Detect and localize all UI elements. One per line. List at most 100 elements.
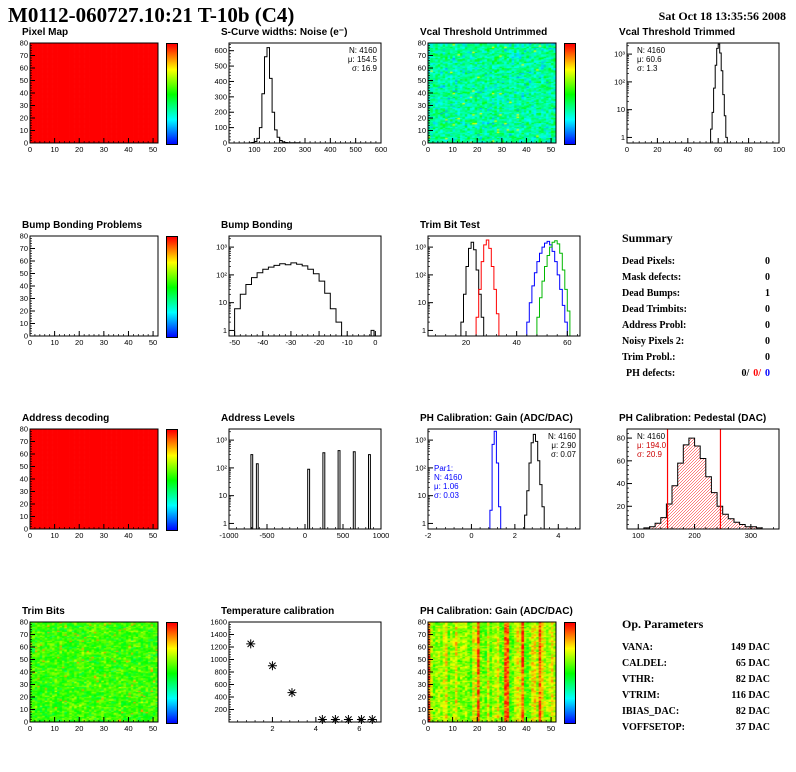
timestamp: Sat Oct 18 13:35:56 2008 bbox=[658, 9, 786, 23]
y-tick-label: 10³ bbox=[415, 243, 426, 252]
address-levels-plot: -1000 -500 0 500 1000 1 10 10² 10³ bbox=[216, 428, 389, 540]
trim-bit-test-plot: 20 40 60 1 10 10² 10³ bbox=[415, 235, 581, 347]
histogram-series bbox=[460, 241, 485, 336]
panel-title: Trim Bit Test bbox=[420, 220, 480, 231]
y-tick-label: 10³ bbox=[415, 436, 426, 445]
summary-row-label: PH defects: bbox=[626, 368, 676, 379]
ph-defect-value: 0 bbox=[765, 368, 770, 379]
summary-row-label: Address Probl: bbox=[622, 320, 687, 331]
y-tick-label: 10² bbox=[614, 77, 625, 86]
y-tick-label: 1 bbox=[422, 326, 426, 335]
x-tick-label: 0 bbox=[28, 724, 32, 733]
y-tick-label: 80 bbox=[20, 425, 28, 434]
summary-row-label: Dead Bumps: bbox=[622, 288, 681, 299]
x-tick-label: 20 bbox=[473, 724, 481, 733]
stat-line: Par1: bbox=[434, 464, 453, 473]
y-tick-label: 10 bbox=[219, 491, 227, 500]
y-tick-label: 30 bbox=[20, 294, 28, 303]
y-tick-label: 20 bbox=[20, 500, 28, 509]
y-tick-label: 70 bbox=[20, 630, 28, 639]
stat-line: N: 4160 bbox=[637, 46, 666, 55]
op-parameter-label: VTHR: bbox=[622, 674, 655, 685]
y-tick-label: 20 bbox=[617, 502, 625, 511]
y-tick-label: 20 bbox=[418, 114, 426, 123]
pixel-map-plot: 0 10 20 30 40 50 0 10 20 30 40 50 60 70 80 bbox=[20, 39, 159, 154]
x-tick-label: 80 bbox=[744, 145, 752, 154]
x-tick-label: 60 bbox=[714, 145, 722, 154]
x-tick-label: -2 bbox=[425, 531, 432, 540]
panel-title: S-Curve widths: Noise (e⁻) bbox=[221, 27, 348, 38]
panel-title: Trim Bits bbox=[22, 606, 65, 617]
y-tick-label: 1 bbox=[223, 519, 227, 528]
panel-vcal-untrimmed: Vcal Threshold Untrimmed 0 10 20 30 40 50 0 10 20… bbox=[398, 26, 595, 194]
x-tick-label: 50 bbox=[149, 145, 157, 154]
x-tick-label: 0 bbox=[227, 145, 231, 154]
y-tick-label: 0 bbox=[24, 139, 28, 148]
y-tick-label: 40 bbox=[20, 668, 28, 677]
x-tick-label: 0 bbox=[426, 145, 430, 154]
x-tick-label: 30 bbox=[498, 724, 506, 733]
x-tick-label: 2 bbox=[270, 724, 274, 733]
y-tick-label: 200 bbox=[214, 705, 227, 714]
x-tick-label: 0 bbox=[373, 338, 377, 347]
address-decoding-heatmap bbox=[30, 429, 158, 529]
pixel-map-heatmap bbox=[30, 43, 158, 143]
x-tick-label: 100 bbox=[773, 145, 786, 154]
y-tick-label: 50 bbox=[20, 76, 28, 85]
histogram-fill bbox=[643, 438, 763, 529]
y-tick-label: 0 bbox=[24, 525, 28, 534]
panel-title: Vcal Threshold Untrimmed bbox=[420, 27, 548, 38]
stat-line: N: 4160 bbox=[637, 432, 666, 441]
summary-row-label: Dead Pixels: bbox=[622, 256, 676, 267]
plot-frame bbox=[29, 235, 159, 337]
op-parameter-value: 82 DAC bbox=[735, 674, 770, 685]
y-tick-label: 30 bbox=[20, 487, 28, 496]
op-parameter-value: 149 DAC bbox=[730, 642, 770, 653]
y-tick-label: 20 bbox=[20, 693, 28, 702]
summary-title: Summary bbox=[622, 231, 673, 245]
panel-title: Vcal Threshold Trimmed bbox=[619, 27, 736, 38]
x-tick-label: 30 bbox=[100, 145, 108, 154]
y-tick-label: 10 bbox=[20, 126, 28, 135]
x-tick-label: 40 bbox=[512, 338, 520, 347]
x-tick-label: 20 bbox=[75, 531, 83, 540]
histogram-series bbox=[250, 450, 371, 530]
summary-row-label: Noisy Pixels 2: bbox=[622, 336, 685, 347]
y-tick-label: 30 bbox=[20, 680, 28, 689]
x-tick-label: 10 bbox=[50, 338, 58, 347]
op-parameter-label: VANA: bbox=[622, 642, 653, 653]
x-tick-label: 40 bbox=[124, 338, 132, 347]
y-tick-label: 40 bbox=[20, 282, 28, 291]
y-tick-label: 0 bbox=[223, 139, 227, 148]
op-parameter-row: VTRIM: 116 DAC bbox=[622, 689, 770, 702]
op-parameter-row: CALDEL: 65 DAC bbox=[622, 657, 770, 670]
op-parameter-row: VANA: 149 DAC bbox=[622, 641, 770, 654]
panel-title: PH Calibration: Pedestal (DAC) bbox=[619, 413, 767, 424]
color-scale-bar bbox=[166, 43, 178, 145]
summary-row: Trim Probl.: 0 bbox=[622, 351, 770, 364]
x-tick-label: 200 bbox=[273, 145, 286, 154]
summary-row-value: 0 bbox=[765, 336, 770, 347]
stat-line: N: 4160 bbox=[548, 432, 577, 441]
stat-line: σ: 1.3 bbox=[637, 64, 658, 73]
x-tick-label: 4 bbox=[556, 531, 560, 540]
stat-line: μ: 2.90 bbox=[551, 441, 576, 450]
y-tick-label: 70 bbox=[418, 630, 426, 639]
x-tick-label: 400 bbox=[324, 145, 337, 154]
address-decoding-plot: 0 10 20 30 40 50 0 10 20 30 40 50 60 70 80 bbox=[20, 425, 159, 540]
plot-frame bbox=[427, 621, 557, 723]
summary-row-value: 0 bbox=[765, 304, 770, 315]
panel-title: Address decoding bbox=[22, 413, 110, 424]
x-tick-label: 500 bbox=[337, 531, 350, 540]
x-tick-label: 40 bbox=[124, 531, 132, 540]
x-tick-label: 30 bbox=[100, 338, 108, 347]
data-marker bbox=[288, 689, 296, 697]
x-tick-label: 100 bbox=[632, 531, 645, 540]
summary-row: Noisy Pixels 2: 0 bbox=[622, 335, 770, 348]
x-tick-label: 50 bbox=[547, 145, 555, 154]
ph-defects-values: 0/0/0 bbox=[737, 367, 770, 380]
y-tick-label: 10 bbox=[617, 105, 625, 114]
summary-row-ph-defects: PH defects: 0/0/0 bbox=[622, 367, 770, 380]
stat-line: μ: 1.06 bbox=[434, 482, 459, 491]
x-tick-label: 60 bbox=[563, 338, 571, 347]
